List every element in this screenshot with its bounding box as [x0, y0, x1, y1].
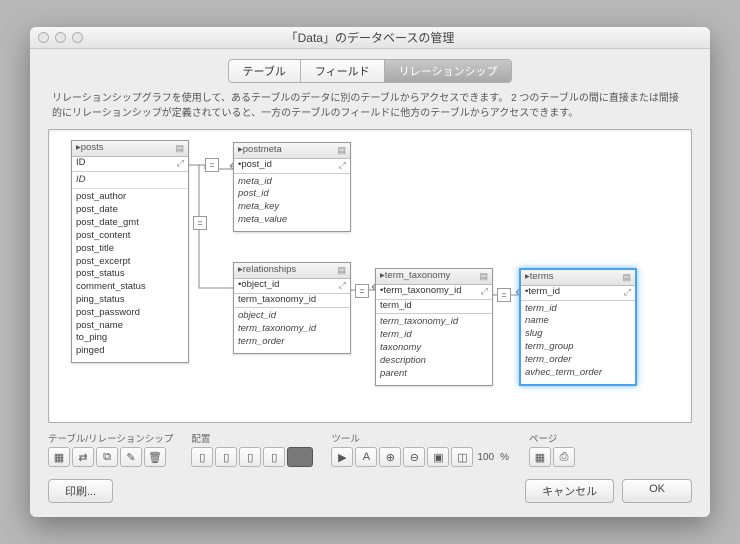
- page-breaks-button[interactable]: ▦: [529, 447, 551, 467]
- note-tool[interactable]: A: [355, 447, 377, 467]
- tab-table[interactable]: テーブル: [229, 60, 301, 82]
- toolbar: テーブル/リレーションシップ ▦ ⇄ ⧉ ✎ 🗑 配置 ▯ ▯ ▯ ▯ ツール …: [30, 429, 710, 475]
- window-title: 「Data」のデータベースの管理: [286, 29, 455, 46]
- join-operator[interactable]: =: [497, 288, 511, 302]
- pointer-tool[interactable]: ▶: [331, 447, 353, 467]
- print-setup-button[interactable]: ⎙: [553, 447, 575, 467]
- tab-relationship[interactable]: リレーションシップ: [385, 60, 512, 82]
- tab-bar: テーブル フィールド リレーションシップ: [30, 49, 710, 89]
- select-tool[interactable]: ◫: [451, 447, 473, 467]
- description-text: リレーションシップグラフを使用して、あるテーブルのデータに別のテーブルからアクセ…: [30, 89, 710, 129]
- edit-button[interactable]: ✎: [120, 447, 142, 467]
- group-label-tables: テーブル/リレーションシップ: [48, 431, 173, 445]
- titlebar: 「Data」のデータベースの管理: [30, 27, 710, 49]
- table-posts[interactable]: ▸posts▤ID⤢IDpost_authorpost_datepost_dat…: [71, 140, 189, 363]
- group-label-page: ページ: [529, 431, 575, 445]
- ok-button[interactable]: OK: [622, 479, 692, 503]
- resize-button[interactable]: ▯: [263, 447, 285, 467]
- minimize-icon[interactable]: [55, 32, 66, 43]
- zoom-out-tool[interactable]: ⊖: [403, 447, 425, 467]
- traffic-lights: [38, 32, 83, 43]
- footer: 印刷... キャンセル OK: [30, 475, 710, 517]
- close-icon[interactable]: [38, 32, 49, 43]
- zoom-percent: %: [498, 447, 511, 467]
- align-center-button[interactable]: ▯: [215, 447, 237, 467]
- join-operator[interactable]: =: [193, 216, 207, 230]
- delete-button[interactable]: 🗑: [144, 447, 166, 467]
- join-operator[interactable]: =: [355, 284, 369, 298]
- distribute-button[interactable]: ▯: [239, 447, 261, 467]
- add-relationship-button[interactable]: ⇄: [72, 447, 94, 467]
- tab-field[interactable]: フィールド: [301, 60, 385, 82]
- group-label-arrange: 配置: [191, 431, 313, 445]
- zoom-value: 100: [475, 447, 496, 467]
- manage-database-window: 「Data」のデータベースの管理 テーブル フィールド リレーションシップ リレ…: [30, 27, 710, 517]
- cancel-button[interactable]: キャンセル: [525, 479, 614, 503]
- table-terms[interactable]: ▸terms▤•term_id⤢term_idnameslugterm_grou…: [519, 268, 637, 386]
- table-relationships[interactable]: ▸relationships▤•object_id⤢term_taxonomy_…: [233, 262, 351, 354]
- join-operator[interactable]: =: [205, 158, 219, 172]
- table-postmeta[interactable]: ▸postmeta▤•post_id⤢meta_idpost_idmeta_ke…: [233, 142, 351, 232]
- zoom-in-tool[interactable]: ⊕: [379, 447, 401, 467]
- zoom-icon[interactable]: [72, 32, 83, 43]
- align-left-button[interactable]: ▯: [191, 447, 213, 467]
- duplicate-button[interactable]: ⧉: [96, 447, 118, 467]
- table-term_taxonomy[interactable]: ▸term_taxonomy▤•term_taxonomy_id⤢term_id…: [375, 268, 493, 386]
- relationship-canvas[interactable]: = = = = ▸posts▤ID⤢IDpost_authorpost_date…: [48, 129, 692, 423]
- group-label-tools: ツール: [331, 431, 511, 445]
- print-button[interactable]: 印刷...: [48, 479, 113, 503]
- fit-tool[interactable]: ▣: [427, 447, 449, 467]
- color-swatch[interactable]: [287, 447, 313, 467]
- add-table-button[interactable]: ▦: [48, 447, 70, 467]
